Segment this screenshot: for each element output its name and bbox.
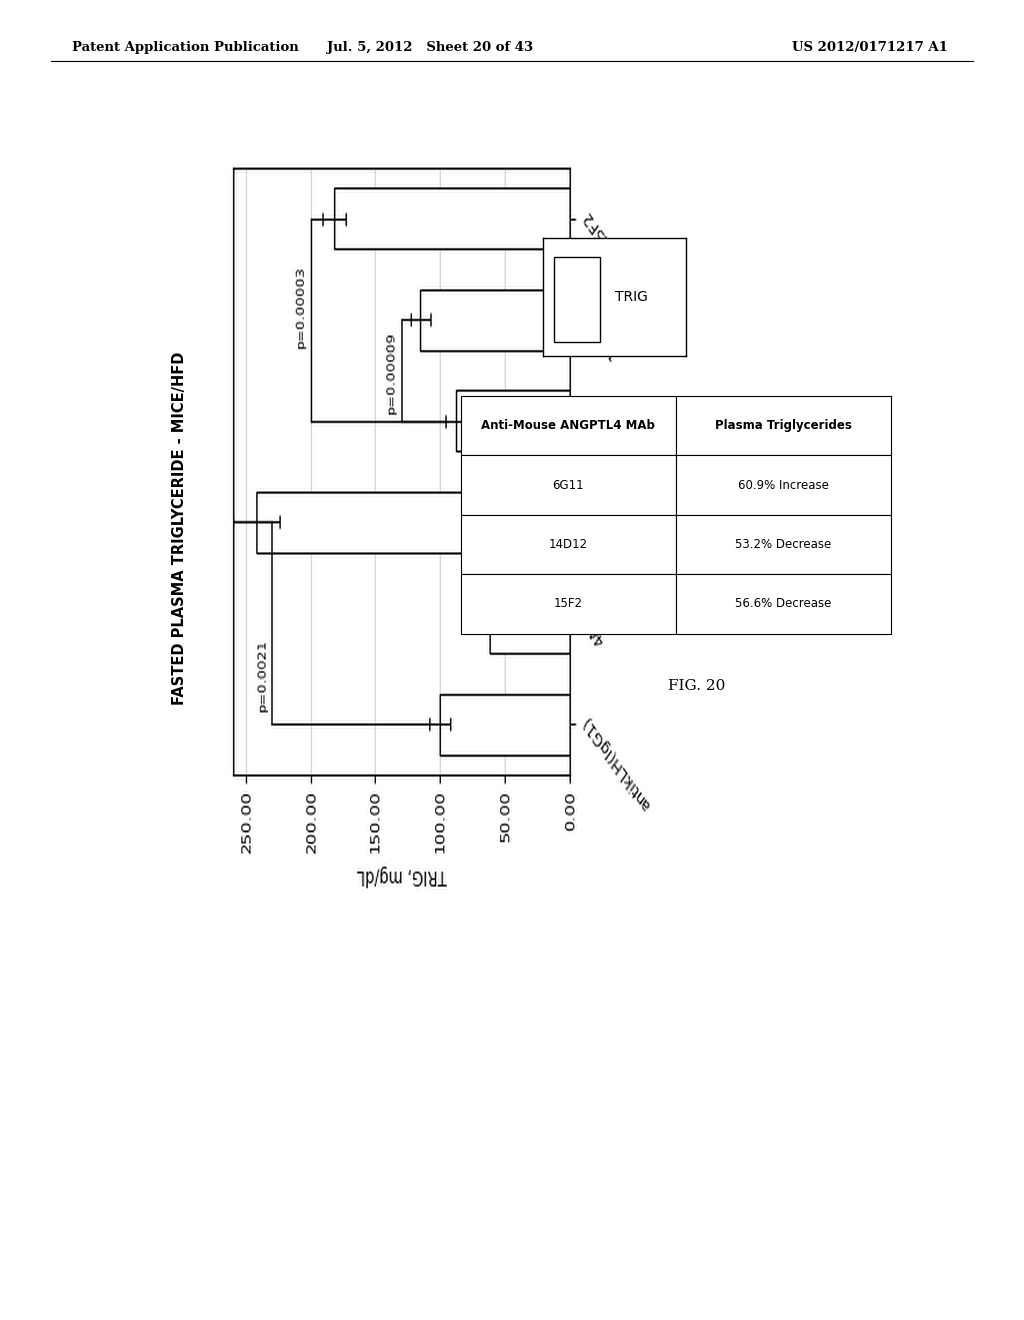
Text: Jul. 5, 2012   Sheet 20 of 43: Jul. 5, 2012 Sheet 20 of 43 [327, 41, 534, 54]
Text: FASTED PLASMA TRIGLYCERIDE - MICE/HFD: FASTED PLASMA TRIGLYCERIDE - MICE/HFD [172, 351, 186, 705]
Text: US 2012/0171217 A1: US 2012/0171217 A1 [793, 41, 948, 54]
Bar [554, 256, 600, 342]
Text: TRIG: TRIG [615, 290, 648, 304]
Text: FIG. 20: FIG. 20 [668, 680, 725, 693]
Text: Patent Application Publication: Patent Application Publication [72, 41, 298, 54]
